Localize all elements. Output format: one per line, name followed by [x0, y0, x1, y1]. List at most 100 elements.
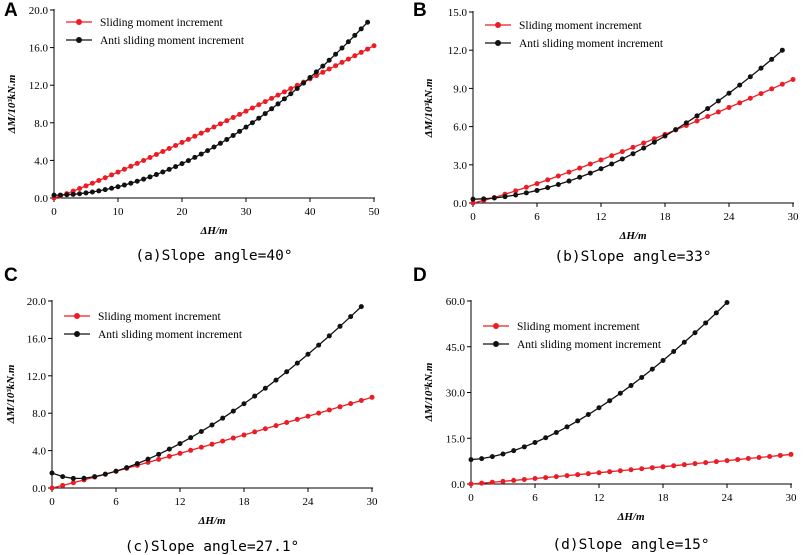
data-point — [575, 418, 581, 424]
data-point — [166, 453, 172, 459]
data-point — [617, 468, 623, 474]
data-point — [217, 121, 223, 127]
data-point — [358, 49, 364, 55]
y-tick-label: 30.0 — [446, 388, 466, 400]
data-point — [660, 357, 666, 363]
y-tick-label: 16.0 — [29, 43, 49, 55]
data-point — [468, 457, 474, 463]
data-point — [188, 447, 194, 453]
data-point — [166, 146, 172, 151]
data-point — [662, 133, 668, 139]
data-point — [237, 128, 243, 134]
data-point — [617, 390, 623, 396]
legend-marker — [76, 37, 82, 43]
data-point — [320, 63, 326, 69]
data-point — [470, 196, 476, 202]
y-tick-label: 12.0 — [27, 371, 47, 383]
data-point — [188, 435, 194, 441]
data-point — [694, 118, 700, 124]
legend-label: Sliding moment increment — [100, 17, 223, 29]
data-point — [673, 127, 679, 133]
data-point — [316, 342, 322, 348]
data-point — [513, 192, 519, 198]
y-tick-label: 20.0 — [29, 5, 49, 17]
data-point — [577, 174, 583, 180]
data-point — [555, 173, 561, 179]
data-point — [64, 192, 70, 198]
data-point — [243, 108, 249, 114]
data-point — [545, 185, 551, 191]
data-point — [262, 426, 268, 432]
data-point — [81, 475, 87, 481]
data-point — [153, 152, 159, 158]
chart-caption: (b)Slope angle=33° — [554, 249, 711, 265]
legend-marker — [493, 341, 499, 347]
data-point — [345, 39, 351, 45]
data-point — [262, 385, 268, 391]
data-point — [83, 183, 89, 189]
data-point — [153, 172, 159, 178]
data-point — [294, 85, 300, 91]
data-point — [252, 429, 258, 435]
x-tick-label: 40 — [305, 206, 317, 218]
data-point — [113, 468, 119, 474]
data-point — [735, 457, 741, 463]
data-point — [745, 456, 751, 462]
data-point — [671, 463, 677, 469]
data-point — [185, 136, 191, 142]
data-point — [555, 182, 561, 188]
data-point — [209, 422, 215, 428]
data-point — [692, 330, 698, 336]
data-point — [51, 192, 57, 198]
x-axis-label: ΔH/m — [199, 225, 228, 237]
data-point — [715, 98, 721, 104]
x-tick-label: 24 — [303, 496, 315, 508]
data-point — [288, 91, 294, 97]
data-point — [179, 161, 185, 167]
data-point — [769, 86, 775, 92]
data-point — [713, 310, 719, 316]
x-tick-label: 30 — [786, 492, 798, 504]
data-point — [479, 480, 485, 486]
data-point — [115, 184, 121, 190]
data-point — [585, 412, 591, 418]
legend-label: Sliding moment increment — [517, 321, 640, 333]
series-line — [53, 21, 369, 196]
y-tick-label: 4.0 — [32, 446, 46, 458]
data-point — [564, 424, 570, 430]
data-point — [198, 151, 204, 157]
y-tick-label: 20.0 — [27, 296, 47, 308]
data-point — [211, 144, 217, 150]
data-point — [726, 90, 732, 96]
data-point — [491, 195, 497, 201]
data-point — [713, 459, 719, 465]
data-point — [628, 467, 634, 473]
data-point — [724, 458, 730, 464]
data-point — [534, 181, 540, 187]
data-point — [241, 401, 247, 407]
data-point — [192, 133, 198, 139]
y-tick-label: 0.0 — [453, 198, 467, 210]
data-point — [681, 462, 687, 468]
data-point — [160, 149, 166, 155]
data-point — [96, 177, 102, 183]
data-point — [320, 69, 326, 75]
data-point — [237, 111, 243, 117]
data-point — [230, 408, 236, 414]
data-point — [192, 154, 198, 160]
data-point — [543, 475, 549, 481]
data-point — [134, 160, 140, 166]
data-point — [532, 476, 538, 482]
data-point — [521, 444, 527, 450]
data-point — [790, 76, 796, 82]
chart-caption: (a)Slope angle=40° — [135, 248, 292, 264]
data-point — [209, 441, 215, 447]
data-point — [284, 420, 290, 426]
data-point — [313, 69, 319, 75]
y-tick-label: 4.0 — [34, 155, 48, 167]
data-point — [724, 300, 730, 306]
data-point — [281, 96, 287, 102]
data-point — [252, 393, 258, 399]
data-point — [630, 151, 636, 157]
data-point — [575, 472, 581, 478]
